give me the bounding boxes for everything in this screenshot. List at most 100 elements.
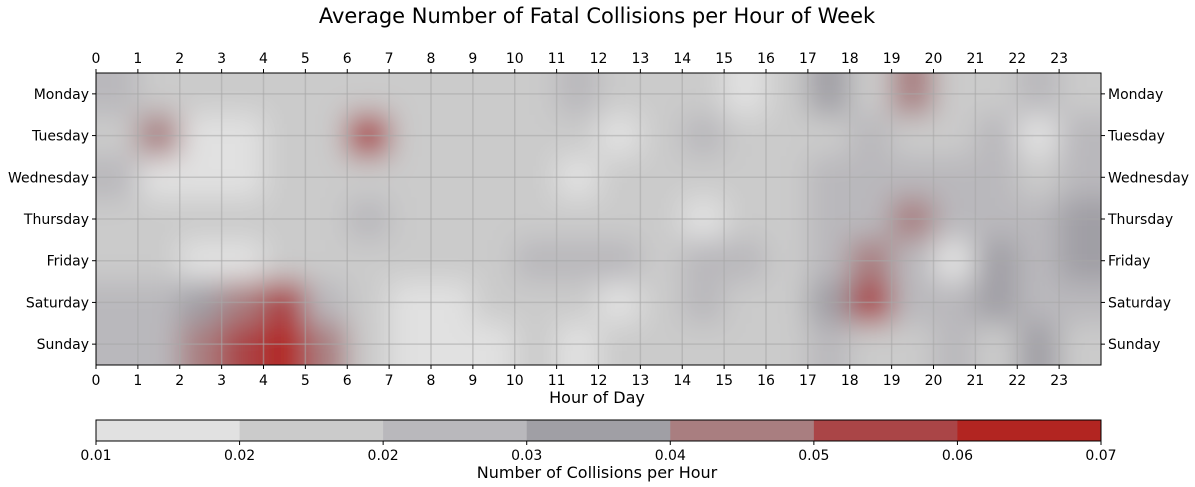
heatmap-cell — [221, 323, 264, 365]
y-tick-label-right: Thursday — [1107, 212, 1173, 228]
x-tick-label-bottom: 9 — [468, 373, 477, 389]
colorbar-segment — [813, 420, 958, 441]
x-tick-label-top: 16 — [757, 51, 775, 67]
x-tick-label-bottom: 1 — [133, 373, 142, 389]
colorbar-frame — [95, 419, 1102, 442]
x-tick-label-bottom: 22 — [1008, 373, 1026, 389]
y-tick-label-right: Sunday — [1108, 337, 1160, 353]
heatmap-cell — [1059, 323, 1101, 365]
heatmap-cell — [389, 323, 432, 365]
x-axis-top: 0 1 2 3 4 5 6 7 8 9 10 11 12 13 14 15 16 17 18 19 20 21 22 23 — [92, 51, 1068, 73]
x-tick-label-top: 6 — [343, 51, 352, 67]
heatmap-cell — [347, 323, 390, 365]
x-tick-label-top: 14 — [673, 51, 691, 67]
x-tick-label-top: 7 — [385, 51, 394, 67]
colorbar-segment — [96, 420, 241, 441]
x-tick-label-top: 12 — [590, 51, 608, 67]
chart-title: Average Number of Fatal Collisions per H… — [319, 4, 876, 28]
y-tick-label-left: Friday — [47, 254, 89, 270]
x-tick-label-top: 3 — [217, 51, 226, 67]
y-tick-label-right: Friday — [1108, 254, 1150, 270]
x-tick-label-bottom: 19 — [883, 373, 901, 389]
heatmap-cell — [221, 73, 264, 116]
x-tick-label-bottom: 4 — [259, 373, 268, 389]
x-tick-label-bottom: 17 — [799, 373, 817, 389]
x-tick-label-top: 11 — [548, 51, 566, 67]
colorbar-tick-label: 0.04 — [655, 448, 686, 464]
y-tick-label-left: Sunday — [37, 337, 89, 353]
x-tick-label-bottom: 7 — [385, 373, 394, 389]
colorbar-tick-label: 0.02 — [224, 448, 255, 464]
x-tick-label-bottom: 14 — [673, 373, 691, 389]
colorbar-tick-label: 0.07 — [1085, 448, 1116, 464]
x-tick-label-top: 8 — [427, 51, 436, 67]
x-tick-label-top: 2 — [175, 51, 184, 67]
y-tick-label-left: Thursday — [23, 212, 89, 228]
colorbar-segment — [957, 420, 1102, 441]
y-tick-label-right: Wednesday — [1108, 170, 1189, 186]
heatmap-cell — [389, 73, 432, 116]
x-tick-label-top: 9 — [468, 51, 477, 67]
colorbar-tick-label: 0.02 — [368, 448, 399, 464]
colorbar-segment — [670, 420, 815, 441]
y-axis-right: Monday Tuesday Wednesday Thursday Friday Satu… — [1101, 87, 1189, 353]
x-tick-label-bottom: 18 — [841, 373, 859, 389]
x-tick-label-top: 4 — [259, 51, 268, 67]
x-tick-label-top: 13 — [631, 51, 649, 67]
y-tick-label-right: Saturday — [1108, 295, 1171, 311]
x-tick-label-top: 18 — [841, 51, 859, 67]
x-tick-label-top: 19 — [883, 51, 901, 67]
y-axis-left: Monday Tuesday Wednesday Thursday Friday Satu… — [8, 87, 96, 353]
x-tick-label-bottom: 0 — [92, 373, 101, 389]
x-tick-label-bottom: 20 — [925, 373, 943, 389]
x-tick-label-bottom: 5 — [301, 373, 310, 389]
x-axis-bottom: 0 1 2 3 4 5 6 7 8 9 10 11 12 13 14 15 16 17 18 19 20 21 22 23 — [92, 365, 1068, 389]
heatmap-cell — [347, 73, 390, 116]
colorbar-segment — [526, 420, 671, 441]
x-axis-label: Hour of Day — [549, 388, 645, 407]
x-tick-label-bottom: 8 — [427, 373, 436, 389]
colorbar-tick-label: 0.03 — [511, 448, 542, 464]
x-tick-label-bottom: 13 — [631, 373, 649, 389]
heatmap-cell — [263, 73, 306, 116]
heatmap-cell — [431, 323, 474, 365]
y-tick-label-left: Wednesday — [8, 170, 89, 186]
heatmap-cell — [305, 73, 348, 116]
x-tick-label-bottom: 10 — [506, 373, 524, 389]
plot-area — [96, 73, 1101, 365]
x-tick-label-bottom: 16 — [757, 373, 775, 389]
x-tick-label-bottom: 23 — [1050, 373, 1068, 389]
y-tick-label-left: Saturday — [26, 295, 89, 311]
x-tick-label-top: 0 — [92, 51, 101, 67]
x-tick-label-top: 17 — [799, 51, 817, 67]
x-tick-label-top: 22 — [1008, 51, 1026, 67]
y-tick-label-left: Monday — [34, 87, 89, 103]
heatmap-cell — [96, 323, 139, 365]
heatmap-cell — [137, 323, 181, 365]
x-tick-label-top: 5 — [301, 51, 310, 67]
x-tick-label-top: 20 — [925, 51, 943, 67]
x-tick-label-bottom: 12 — [590, 373, 608, 389]
heatmap-cell — [179, 323, 223, 365]
y-tick-label-left: Tuesday — [31, 129, 89, 145]
x-tick-label-bottom: 21 — [966, 373, 984, 389]
heatmap-cell — [1059, 73, 1101, 116]
x-tick-label-bottom: 11 — [548, 373, 566, 389]
colorbar-tick-label: 0.05 — [798, 448, 829, 464]
y-tick-label-right: Monday — [1108, 87, 1163, 103]
x-tick-label-top: 15 — [715, 51, 733, 67]
x-tick-label-top: 21 — [966, 51, 984, 67]
colorbar-segment — [239, 420, 384, 441]
heatmap-cell — [96, 73, 139, 116]
heatmap-cell — [179, 73, 223, 116]
colorbar-ticks: 0.01 0.02 0.02 0.03 0.04 0.05 0.06 0.07 — [80, 441, 1117, 464]
colorbar-label: Number of Collisions per Hour — [477, 463, 718, 482]
colorbar-tick-label: 0.01 — [80, 448, 111, 464]
heatmap-cell — [263, 323, 306, 365]
x-tick-label-bottom: 6 — [343, 373, 352, 389]
heatmap-cell — [305, 323, 348, 365]
y-tick-label-right: Tuesday — [1107, 129, 1165, 145]
x-tick-label-bottom: 3 — [217, 373, 226, 389]
x-tick-label-top: 1 — [133, 51, 142, 67]
colorbar-segment — [383, 420, 528, 441]
